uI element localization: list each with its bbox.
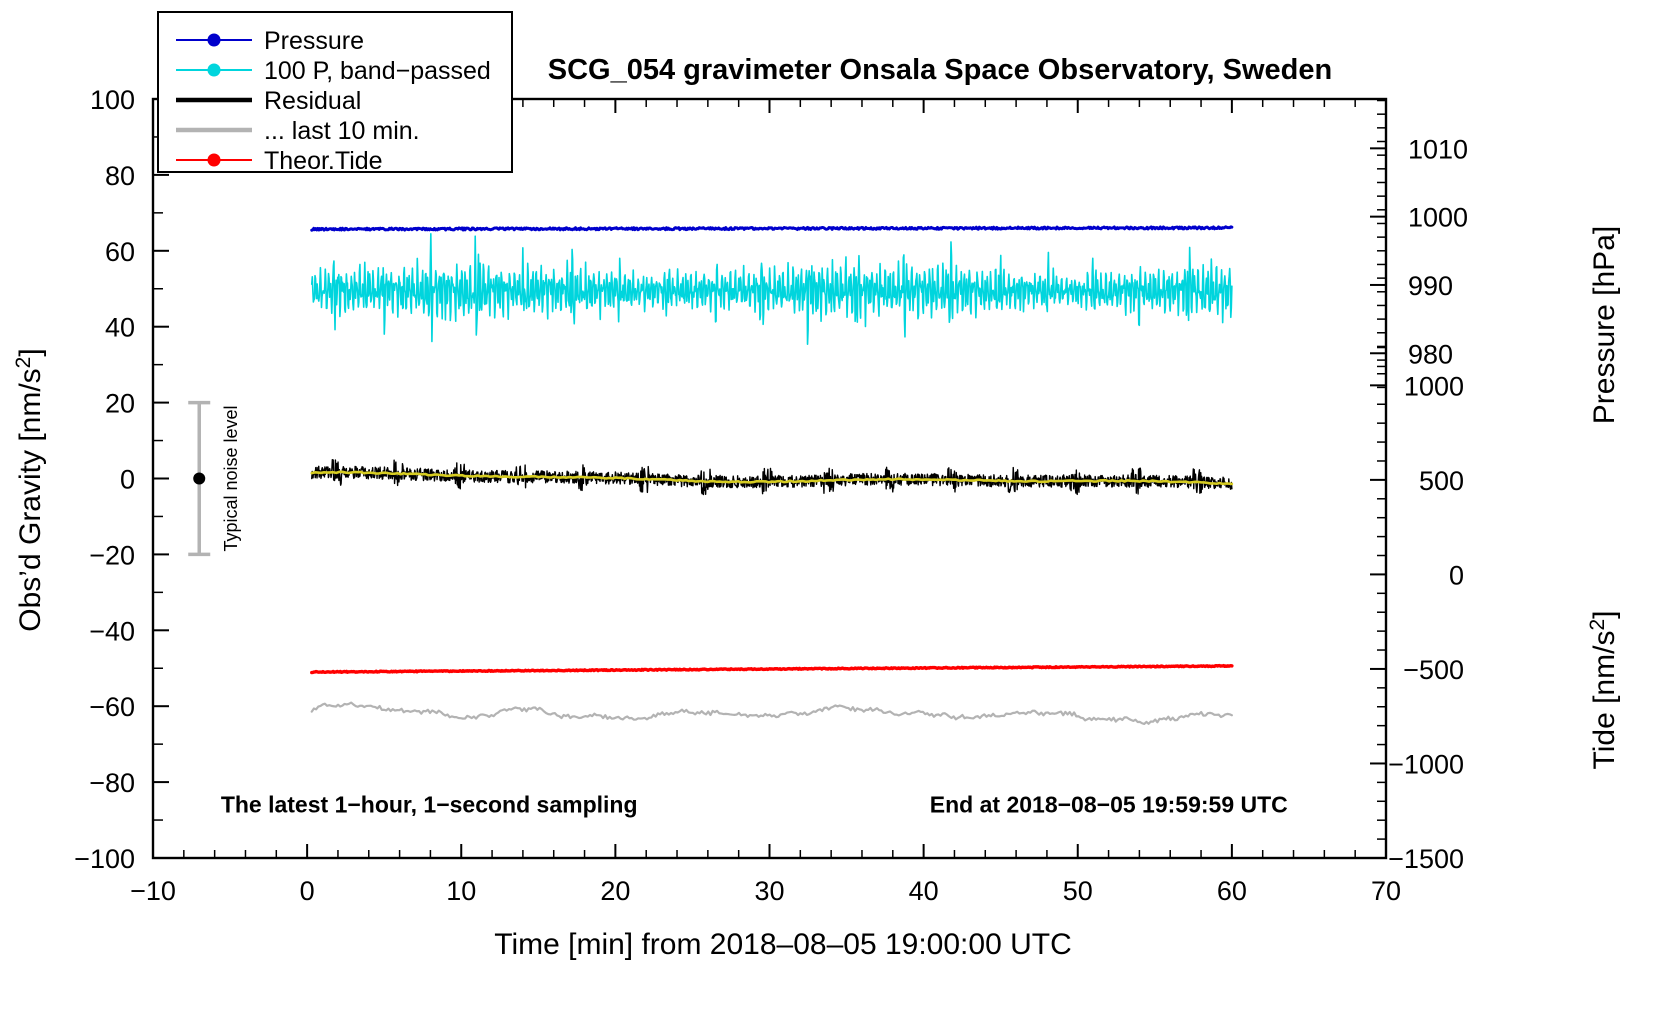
legend-label: Pressure — [264, 27, 364, 55]
trace-100-p-band-passed — [310, 233, 1233, 345]
legend-label: ... last 10 min. — [264, 117, 420, 145]
legend-marker-icon — [207, 33, 221, 47]
tide-tick-label: 1000 — [1404, 371, 1464, 401]
legend-marker-icon — [207, 153, 221, 167]
x-tick-label: 10 — [446, 876, 476, 906]
legend-label: Residual — [264, 87, 361, 115]
x-tick-label: 60 — [1217, 876, 1247, 906]
chart-title-group: SCG_054 gravimeter Onsala Space Observat… — [548, 54, 1332, 86]
noise-level-label: Typical noise level — [221, 405, 241, 551]
y-tick-label: −20 — [89, 540, 135, 570]
x-tick-label: 70 — [1371, 876, 1401, 906]
trace-residual — [311, 459, 1233, 496]
end-time-note: End at 2018−08−05 19:59:59 UTC — [930, 791, 1288, 817]
y-tick-label: −80 — [89, 768, 135, 798]
x-tick-label: 0 — [300, 876, 315, 906]
legend-entry-theor-tide[interactable]: Theor.Tide — [176, 147, 383, 175]
pressure-tick-label: 1010 — [1408, 134, 1468, 164]
legend-marker-icon — [207, 63, 221, 77]
chart-title: SCG_054 gravimeter Onsala Space Observat… — [548, 54, 1332, 86]
axis-labels: −10 0 10 20 30 40 50 60 70−100−80−60−40−20020406… — [12, 85, 1621, 961]
tide-tick-label: 0 — [1449, 560, 1464, 590]
pressure-tick-label: 1000 — [1408, 203, 1468, 233]
y-tick-label: 80 — [105, 161, 135, 191]
pressure-tick-label: 990 — [1408, 271, 1453, 301]
pressure-tick-label: 980 — [1408, 339, 1453, 369]
tide-tick-label: −500 — [1403, 655, 1464, 685]
y-tick-label: −60 — [89, 692, 135, 722]
y-tick-label: −40 — [89, 616, 135, 646]
x-tick-label: 20 — [600, 876, 630, 906]
y-tick-label: 100 — [90, 85, 135, 115]
tide-axis-title: Tide [nm/s2] — [1586, 611, 1621, 770]
trace-pressure — [310, 225, 1234, 232]
noise-center-dot — [193, 472, 206, 485]
x-tick-label: 30 — [754, 876, 784, 906]
legend-entry-last-10-min[interactable]: ... last 10 min. — [176, 117, 420, 145]
tide-tick-label: 500 — [1419, 466, 1464, 496]
y-tick-label: 0 — [120, 465, 135, 495]
typical-noise-level-marker: Typical noise level — [188, 400, 241, 557]
tide-tick-label: −1000 — [1388, 749, 1464, 779]
trace-theor-tide — [310, 663, 1234, 675]
y-axis-title: Obs’d Gravity [nm/s2] — [12, 348, 47, 631]
sampling-note: The latest 1−hour, 1−second sampling — [221, 791, 638, 817]
x-tick-label: 50 — [1063, 876, 1093, 906]
axes — [151, 97, 1388, 860]
x-tick-label: −10 — [130, 876, 176, 906]
legend-entry-pressure[interactable]: Pressure — [176, 27, 364, 55]
plot-annotations: The latest 1−hour, 1−second sampling End … — [221, 791, 1288, 817]
x-axis-title: Time [min] from 2018–08–05 19:00:00 UTC — [494, 928, 1072, 961]
trace-last-10-min — [310, 701, 1233, 726]
y-tick-label: 60 — [105, 237, 135, 267]
legend-entry-residual[interactable]: Residual — [176, 87, 361, 115]
data-traces — [310, 225, 1234, 726]
y-tick-label: 20 — [105, 389, 135, 419]
trace-residual-smoothed — [310, 470, 1234, 486]
tide-tick-label: −1500 — [1388, 844, 1464, 874]
y-tick-label: −100 — [74, 844, 135, 874]
legend-entry-100-p-band-passed[interactable]: 100 P, band−passed — [176, 57, 491, 85]
pressure-axis-title: Pressure [hPa] — [1588, 226, 1621, 424]
legend-label: 100 P, band−passed — [264, 57, 491, 85]
legend-label: Theor.Tide — [264, 147, 383, 175]
x-tick-label: 40 — [909, 876, 939, 906]
y-tick-label: 40 — [105, 313, 135, 343]
